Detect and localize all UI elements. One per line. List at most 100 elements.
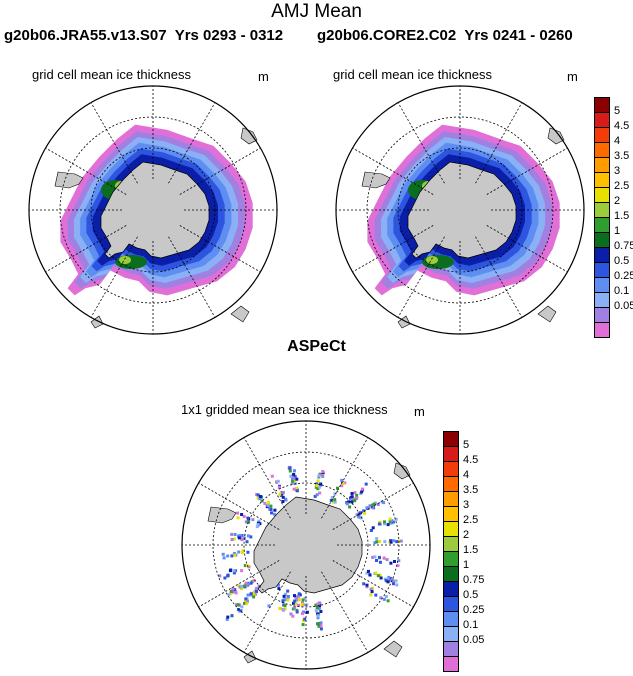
observation-cell [374,571,378,575]
colorbar-label: 4 [463,469,470,481]
observation-cell [255,525,259,529]
observation-cell [267,501,270,504]
observation-cell [257,584,261,588]
observation-cell [340,484,344,488]
observation-cell [240,513,244,516]
observation-cell [237,536,241,540]
observation-cell [283,604,287,608]
observation-cell [297,594,301,598]
observation-cell [371,526,375,530]
observation-cell [244,581,248,585]
observation-cell [229,592,233,595]
observation-cell [394,579,398,583]
observation-cell [300,602,304,606]
colorbar-box [594,322,610,338]
meridian-line [397,102,445,184]
observation-cell [319,610,323,613]
observation-cell [241,549,245,553]
observation-cell [336,486,339,490]
observation-cell [330,496,334,499]
meridian-line [486,225,568,273]
colorbar-label: 3 [463,499,470,511]
observation-cell [382,556,386,560]
observation-cell [303,596,307,600]
colorbar-box [443,506,459,522]
colorbar-box [443,431,459,447]
meridian-line [45,147,127,195]
observation-cell [314,609,318,613]
obs-heading: ASPeCt [287,338,346,355]
observation-cell [255,590,258,593]
colorbar-label: 4.5 [614,120,630,132]
observation-cell [223,576,227,580]
colorbar-box [594,232,610,248]
observation-cell [246,599,249,603]
meridian-line [45,225,127,273]
observation-cell [240,538,244,542]
observation-cell [362,509,366,513]
observation-cell [365,583,369,587]
main-title: AMJ Mean [271,1,362,22]
observation-cell [319,624,323,628]
colorbar-label: 4 [614,135,621,147]
run-1-name: g20b06.JRA55.v13.S07 [4,27,167,44]
observation-cell [383,540,387,544]
observation-cell [284,592,287,596]
observation-cell [236,603,240,607]
observation-cell [365,585,369,589]
observation-cell [343,481,347,485]
observation-cell [275,480,279,484]
antarctica-land [100,161,210,259]
observation-cell [297,603,300,607]
observation-cell [263,502,267,505]
latitude-circle [90,147,216,273]
meridian-line [397,236,445,318]
observation-cell [283,607,287,611]
colorbar-box [594,202,610,218]
colorbar-box [443,626,459,642]
colorbar-box [594,247,610,263]
observation-cell [315,484,319,488]
observation-cell [284,497,287,501]
observation-cell [377,522,381,526]
observation-cell [397,559,401,563]
observation-cell [234,591,238,595]
observation-cell [231,587,235,591]
observation-cell [395,583,399,587]
colorbar-label: 3 [614,165,621,177]
observation-cells [218,465,403,631]
observation-cell [331,500,335,504]
africa-land [240,127,258,145]
observation-cell [386,523,390,527]
observation-cell [292,487,296,491]
observation-cell [375,537,379,541]
south-america-land [207,506,237,524]
observation-cell [226,615,230,619]
observation-cell [348,505,352,509]
meridian-line [475,236,523,318]
colorbar-label: 0.25 [463,604,485,616]
observation-cell [252,593,256,597]
colorbar-box [594,307,610,323]
observation-cell [249,592,253,596]
run-2-name: g20b06.CORE2.C02 [317,27,457,44]
colorbar-box [443,476,459,492]
observation-cell [278,492,282,496]
observation-cell [270,511,273,515]
observation-cell [333,492,337,496]
colorbar-box [594,292,610,308]
south-america-land [54,171,84,189]
observation-cell [236,511,240,515]
observation-cell [340,478,344,482]
observation-cell [227,593,231,597]
colorbar-box [443,611,459,627]
observation-cell [379,576,383,580]
colorbar-label: 2.5 [614,180,630,192]
observation-cell [278,607,282,610]
observation-cell [317,624,321,628]
colorbar-box [594,172,610,188]
observation-cell [258,497,262,501]
observation-cell [282,608,286,612]
observation-cell [350,492,354,495]
observation-cell [359,492,363,496]
